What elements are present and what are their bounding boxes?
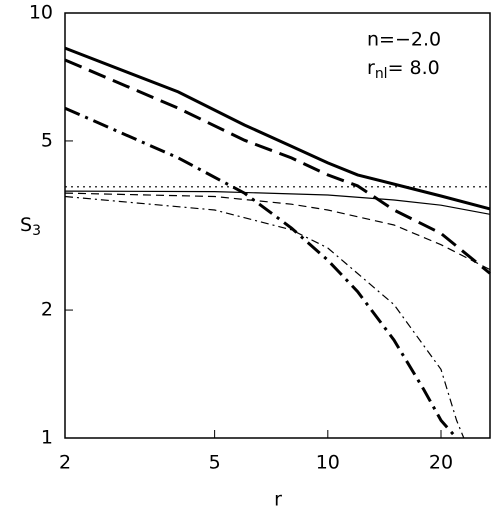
x-tick-label: 10 [316,452,340,474]
x-axis-label: r [274,489,282,511]
y-tick-label: 5 [41,129,53,151]
y-tick-label: 2 [41,299,53,321]
series-line [64,46,491,211]
y-axis-label-sub: 3 [32,223,41,239]
y-axis-label: S3 [20,214,41,240]
series-line [64,190,491,215]
annotation: n=−2.0 [367,29,441,51]
series-line [64,192,491,271]
annotation: rnl= 8.0 [367,57,440,83]
series-line [64,106,458,439]
y-tick-label: 1 [41,427,53,449]
series-line [64,58,491,275]
series-line [64,195,465,439]
annotation-main: r [367,57,375,79]
y-tick-label: 10 [29,2,53,24]
plot-frame [64,12,491,439]
x-tick-label: 20 [429,452,453,474]
x-tick-label: 5 [209,452,221,474]
annotation-tail: = 8.0 [388,57,440,79]
y-axis-label-main: S [20,214,32,236]
x-tick-label: 2 [59,452,71,474]
annotation-sub: nl [375,66,388,82]
